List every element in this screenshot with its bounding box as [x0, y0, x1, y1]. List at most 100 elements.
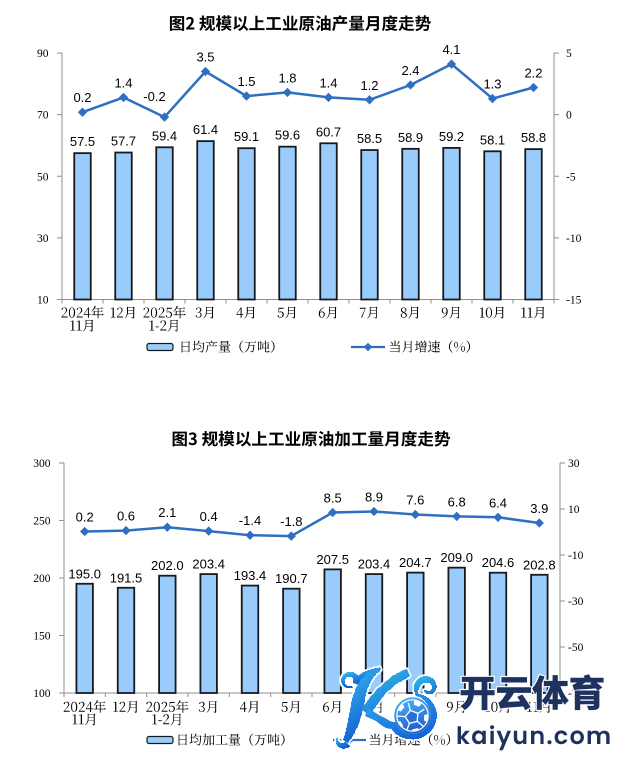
x-axis-label: [359, 306, 378, 319]
line-value-label: -1.4: [239, 513, 261, 528]
right-axis-label: -30: [568, 596, 584, 608]
line-value-label: 4.1: [442, 42, 460, 57]
x-axis-label: [527, 701, 551, 713]
line-value-label: 0.4: [200, 509, 218, 524]
bar: [240, 584, 260, 694]
line-value-label: 1.8: [278, 70, 296, 85]
bar: [524, 148, 543, 301]
x-axis-label: [521, 306, 545, 319]
right-axis-label: -50: [568, 642, 584, 654]
ball-pattern: [397, 700, 428, 731]
right-axis-label: 10: [568, 504, 580, 516]
line-marker: [245, 530, 255, 540]
line-value-label: 2.2: [524, 66, 542, 81]
line-marker: [118, 92, 129, 103]
ball-seam: [417, 708, 425, 714]
line-value-label: 2.4: [401, 63, 419, 78]
line-series: [82, 62, 534, 119]
bar-value-label: 57.5: [70, 134, 95, 149]
line-value-label: 2.1: [158, 505, 176, 520]
line-marker: [410, 509, 420, 520]
left-axis-label: 100: [33, 688, 51, 700]
soccer-ball-icon: [394, 697, 431, 734]
ball-seam: [397, 715, 406, 718]
bar-value-label: 59.4: [152, 128, 177, 143]
right-axis-label: -5: [566, 171, 576, 183]
line-marker: [159, 112, 170, 122]
line-marker: [493, 512, 503, 522]
line-marker: [528, 82, 539, 93]
line-value-label: 1.3: [483, 77, 501, 92]
bar-value-label: 193.4: [234, 568, 267, 583]
line-marker: [121, 525, 131, 536]
chart-title: [172, 430, 451, 447]
bar-value-label: 204.7: [399, 555, 432, 570]
x-axis-label: [277, 306, 296, 319]
line-value-label: 8.5: [324, 490, 342, 505]
ball-seam: [416, 720, 424, 727]
bar-value-label: 203.4: [358, 557, 391, 572]
left-axis-label: 200: [33, 573, 51, 585]
bar-value-label: 58.9: [398, 130, 423, 145]
line-marker: [369, 506, 379, 517]
x-axis-label: [61, 305, 104, 319]
bar: [158, 574, 177, 694]
line-value-label: 0.2: [76, 510, 94, 525]
bar: [237, 147, 256, 301]
kaiyun-watermark: [334, 665, 611, 752]
ball-seam: [405, 723, 411, 731]
legend-bar-label: [178, 733, 285, 746]
left-axis-label: 30: [37, 233, 49, 245]
line-marker: [364, 95, 375, 105]
bar-value-label: 59.1: [234, 129, 259, 144]
bar-value-label: 61.4: [193, 122, 218, 137]
bar-value-label: 58.5: [357, 131, 382, 146]
legend-bar-label: [181, 340, 275, 353]
line-value-label: 7.6: [406, 493, 424, 508]
x-axis-label: [281, 701, 300, 713]
ball-rim-seam: [396, 699, 429, 732]
bar: [155, 146, 174, 301]
ball-seam: [407, 702, 411, 711]
left-axis-label: 250: [33, 516, 51, 528]
line-value-label: 3.9: [530, 501, 548, 516]
x-axis-label: [236, 306, 255, 319]
x-axis-label: [146, 700, 189, 713]
bar-series: [73, 140, 543, 301]
bar: [483, 150, 502, 301]
bar: [116, 586, 136, 694]
x-axis-label: [322, 701, 341, 713]
right-axis-label: 0: [566, 110, 572, 122]
right-axis-label: 5: [566, 48, 572, 60]
line-series: [84, 510, 540, 538]
line-value-label: 1.5: [237, 74, 255, 89]
right-axis-label: 30: [568, 458, 580, 470]
line-value-label: 1.4: [114, 75, 132, 90]
x-axis-label: [72, 713, 96, 726]
bar-value-label: 58.1: [480, 132, 505, 147]
line-value-label: -0.2: [143, 89, 165, 104]
line-value-label: 1.2: [360, 78, 378, 93]
bar-value-label: 209.0: [440, 550, 473, 565]
bar-value-label: 191.5: [110, 570, 143, 585]
legend-line-label: [389, 340, 471, 353]
bar-value-label: 204.6: [482, 555, 515, 570]
line-value-label: 3.5: [196, 49, 214, 64]
line-marker: [80, 526, 90, 537]
line-marker: [162, 522, 172, 532]
bar-value-label: 59.6: [275, 128, 300, 143]
legend-bar-swatch: [146, 735, 174, 745]
bar: [447, 566, 466, 694]
line-marker: [534, 518, 544, 528]
bar: [278, 145, 297, 301]
bar: [196, 140, 215, 301]
left-axis-label: 70: [37, 110, 49, 122]
axes: [57, 52, 559, 304]
x-axis-label: [479, 306, 504, 319]
left-axis-label: 50: [37, 171, 49, 183]
line-marker: [323, 92, 334, 103]
bar-value-label: 59.2: [439, 129, 464, 144]
bar-value-label: 207.5: [316, 552, 349, 567]
